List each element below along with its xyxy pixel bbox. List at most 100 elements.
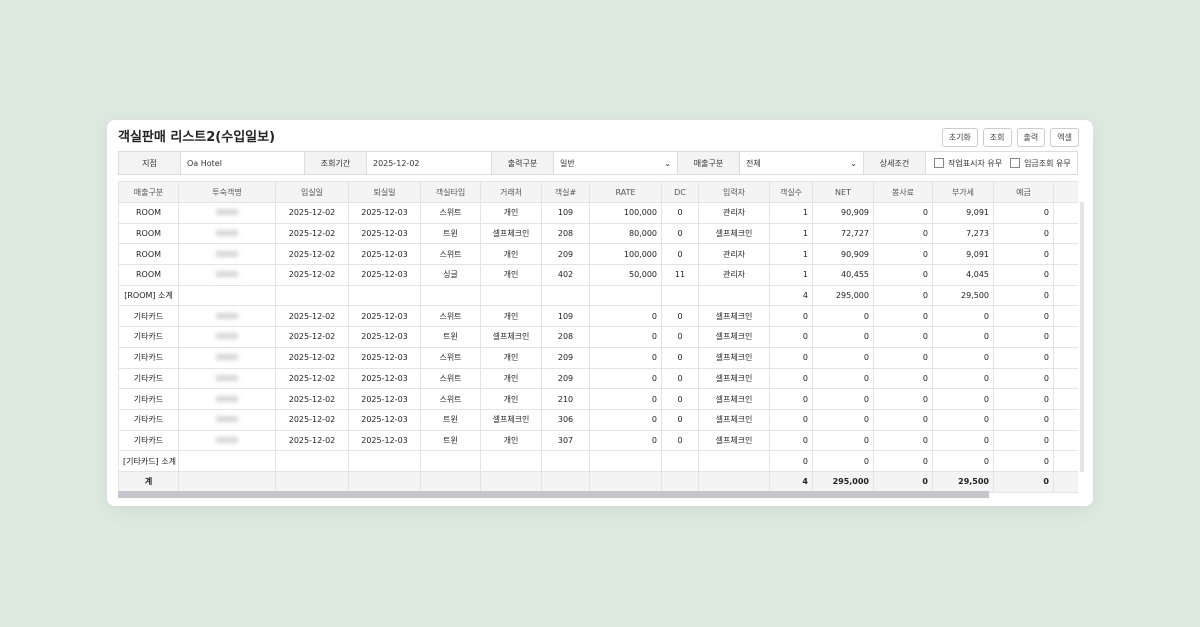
- cell: 2025-12-03: [348, 429, 421, 452]
- blurred-name: [216, 395, 238, 402]
- cell: 관리자: [698, 243, 770, 266]
- label: 출력구분: [492, 152, 554, 174]
- print-button[interactable]: 출력: [1016, 128, 1046, 147]
- vertical-scrollbar[interactable]: [1080, 202, 1084, 472]
- cell: 0: [589, 388, 662, 410]
- column-header: [1053, 181, 1078, 203]
- cell: 2025-12-02: [275, 264, 349, 286]
- cell: [178, 429, 276, 452]
- cell: [275, 450, 349, 472]
- cell: [1053, 305, 1078, 328]
- cell: 개인: [480, 305, 542, 328]
- cell: 0: [661, 346, 699, 369]
- reset-button[interactable]: 초기화: [941, 128, 978, 147]
- horizontal-scrollbar[interactable]: [118, 491, 989, 498]
- cell: 2025-12-02: [275, 202, 349, 224]
- header-row: 매출구분 투숙객명 입실일 퇴실일 객실타입 거래처 객실# RATE DC 입력자 객실수 NET 봉…: [118, 181, 1078, 203]
- cell: [348, 450, 421, 472]
- cell: [541, 450, 590, 472]
- cell: 0: [812, 367, 874, 390]
- check-label: 작업표시자 유무: [948, 158, 1003, 168]
- cell: 트윈: [420, 222, 481, 245]
- cell: 셀프체크인: [480, 222, 542, 245]
- cell: 스위트: [420, 346, 481, 369]
- cell: [1053, 264, 1078, 286]
- excel-button[interactable]: 엑셀: [1050, 128, 1079, 147]
- cell: 셀프체크인: [698, 429, 770, 452]
- cell: 0: [589, 367, 662, 390]
- cell: 0: [932, 388, 994, 410]
- cell: [480, 470, 542, 493]
- report-card: 객실판매 리스트2(수입일보) 초기화 조회 출력 엑셀 지점 Oa Hotel…: [107, 120, 1093, 506]
- cell: [589, 470, 662, 493]
- cell: 2025-12-02: [275, 388, 349, 410]
- cell: 0: [873, 202, 933, 224]
- cell: 295,000: [812, 284, 874, 307]
- blurred-name: [216, 312, 238, 319]
- cell: 0: [993, 450, 1054, 472]
- data-row: 기타카드 2025-12-02 2025-12-03 스위트 개인 210 0 0 셀프체크인 0…: [118, 388, 1078, 410]
- column-header: 봉사료: [873, 181, 933, 203]
- cell: 209: [541, 243, 590, 266]
- date-field[interactable]: 2025-12-02: [367, 152, 492, 174]
- cell: 0: [932, 408, 994, 431]
- cell: [ROOM] 소계: [118, 284, 179, 307]
- branch-field[interactable]: Oa Hotel: [181, 152, 305, 174]
- cell: [698, 284, 770, 307]
- cell: 0: [661, 222, 699, 245]
- cell: 0: [993, 202, 1054, 224]
- cell: [178, 326, 276, 348]
- cell: 스위트: [420, 202, 481, 224]
- column-header: 퇴실일: [348, 181, 421, 203]
- cell: 0: [873, 429, 933, 452]
- checkbox[interactable]: [934, 158, 944, 168]
- blurred-name: [216, 374, 238, 381]
- total-row: 계 4 295,000 0 29,500 0: [118, 470, 1078, 493]
- cell: 2025-12-03: [348, 264, 421, 286]
- cell: 스위트: [420, 367, 481, 390]
- cell: [661, 450, 699, 472]
- cell: 11: [661, 264, 699, 286]
- cell: 9,091: [932, 202, 994, 224]
- cell: 0: [993, 305, 1054, 328]
- cell: 50,000: [589, 264, 662, 286]
- cell: 개인: [480, 202, 542, 224]
- cell: ROOM: [118, 202, 179, 224]
- cell: 2025-12-02: [275, 429, 349, 452]
- cell: 4: [769, 470, 813, 493]
- cell: 295,000: [812, 470, 874, 493]
- cell: 2025-12-02: [275, 305, 349, 328]
- output-select[interactable]: 일반 ⌄: [554, 152, 678, 174]
- cell: 0: [812, 346, 874, 369]
- blurred-name: [216, 354, 238, 361]
- column-header: 거래처: [480, 181, 542, 203]
- data-row: 기타카드 2025-12-02 2025-12-03 트윈 개인 307 0 0 셀프체크인 0 0…: [118, 429, 1078, 452]
- cell: [178, 408, 276, 431]
- column-header: 객실#: [541, 181, 590, 203]
- cell: 0: [873, 326, 933, 348]
- cell: 셀프체크인: [480, 408, 542, 431]
- cell: 40,455: [812, 264, 874, 286]
- cell: 29,500: [932, 284, 994, 307]
- cell: 1: [769, 202, 813, 224]
- data-row: 기타카드 2025-12-02 2025-12-03 트윈 셀프체크인 306 0 0 셀프체크…: [118, 408, 1078, 431]
- cell: 0: [589, 408, 662, 431]
- cell: 0: [993, 243, 1054, 266]
- search-button[interactable]: 조회: [982, 128, 1012, 147]
- cell: 0: [812, 429, 874, 452]
- cell: 0: [873, 408, 933, 431]
- sales-select[interactable]: 전체 ⌄: [740, 152, 864, 174]
- cell: 2025-12-03: [348, 243, 421, 266]
- value: 일반: [560, 158, 575, 168]
- cell: [1053, 202, 1078, 224]
- cell: 0: [661, 429, 699, 452]
- blurred-name: [216, 436, 238, 443]
- cell: [480, 450, 542, 472]
- cell: 0: [873, 264, 933, 286]
- cell: [1053, 388, 1078, 410]
- cell: 210: [541, 388, 590, 410]
- checkbox[interactable]: [1010, 158, 1021, 168]
- cell: [589, 284, 662, 307]
- cell: [178, 388, 276, 410]
- cell: 208: [541, 222, 590, 245]
